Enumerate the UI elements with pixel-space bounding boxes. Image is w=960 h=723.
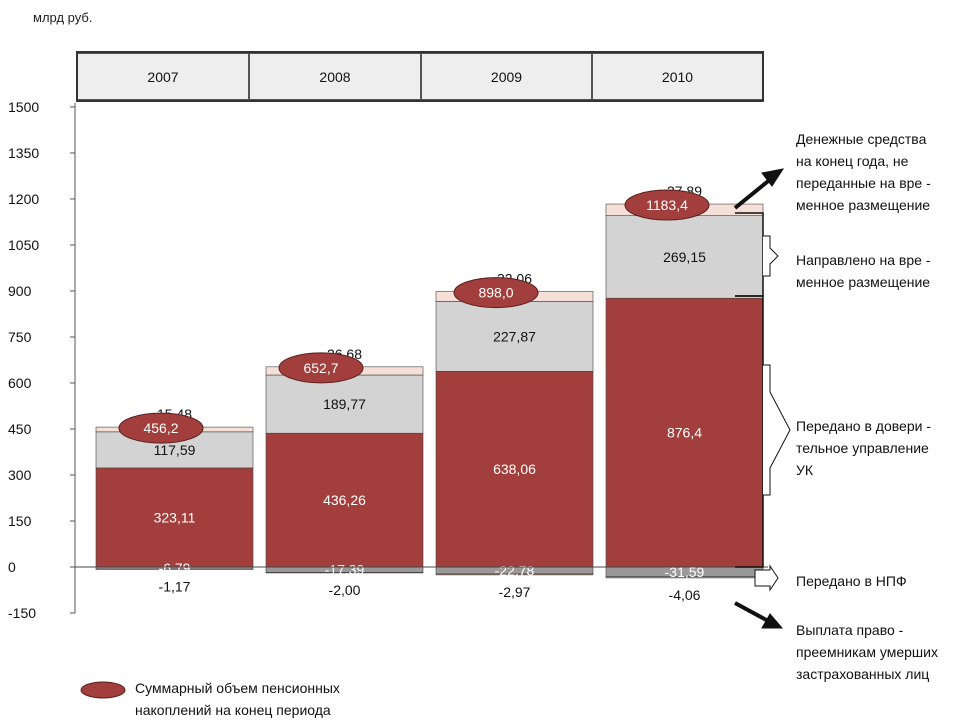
annotation-cash-line: менное размещение xyxy=(796,197,931,213)
annotation-npf: Передано в НПФ xyxy=(796,570,907,592)
year-header-cell xyxy=(249,53,421,100)
annotation-trust-line: УК xyxy=(796,462,814,478)
bar-segment xyxy=(435,301,594,372)
data-label: -1,17 xyxy=(159,578,191,594)
bar-segment xyxy=(435,371,594,568)
data-label: 117,59 xyxy=(154,442,196,458)
data-label: 189,77 xyxy=(323,396,366,412)
arrow-payout-head xyxy=(761,613,784,629)
arrow-cash-head xyxy=(761,168,785,187)
annotation-trust-line: тельное управление xyxy=(796,440,929,456)
annotation-cash-line: Денежные средства xyxy=(796,131,927,147)
bar-segment xyxy=(265,572,424,574)
annotation-temp: Направлено на вре - менное размещение xyxy=(796,249,931,293)
unit-label: млрд руб. xyxy=(33,10,92,25)
total-label: 1183,4 xyxy=(646,197,688,213)
bar-segment xyxy=(265,374,424,434)
y-tick-label: 750 xyxy=(8,329,32,345)
legend-caption-line: Суммарный объем пенсионных xyxy=(135,680,340,696)
bar-segment xyxy=(435,573,594,576)
data-label: -17,39 xyxy=(325,562,365,578)
y-tick-label: 300 xyxy=(8,467,32,483)
bar-segment xyxy=(605,215,764,299)
y-tick-label: 1050 xyxy=(8,237,39,253)
data-label: -6,79 xyxy=(159,560,191,576)
data-label: -2,97 xyxy=(499,584,531,600)
y-tick-label: 1500 xyxy=(8,99,39,115)
annotation-payout: Выплата право - преемникам умерших застр… xyxy=(796,619,938,685)
bracket-trust-arrow xyxy=(763,364,791,496)
bar-segment xyxy=(95,467,254,568)
arrow-npf xyxy=(754,564,779,592)
total-label: 456,2 xyxy=(143,420,178,436)
annotation-trust: Передано в довери - тельное управление У… xyxy=(796,415,931,481)
annotation-trust-line: Передано в довери - xyxy=(796,418,931,434)
data-label: 638,06 xyxy=(493,461,536,477)
data-label: 876,4 xyxy=(667,425,702,441)
annotation-payout-line: Выплата право - xyxy=(796,622,904,638)
annotation-npf-line: Передано в НПФ xyxy=(796,573,907,589)
bar-segment xyxy=(605,297,764,568)
data-label: -4,06 xyxy=(669,587,701,603)
year-header-label: 2007 xyxy=(147,69,178,85)
data-label: -31,59 xyxy=(665,564,705,580)
data-label: 227,87 xyxy=(493,328,536,344)
data-label: 323,11 xyxy=(154,509,196,525)
annotation-temp-line: Направлено на вре - xyxy=(796,252,931,268)
data-label: -2,00 xyxy=(329,582,361,598)
total-label: 652,7 xyxy=(303,360,338,376)
arrow-payout-shaft xyxy=(734,601,771,624)
year-header-border xyxy=(76,51,764,102)
data-label: -22,78 xyxy=(495,562,535,578)
data-label: 269,15 xyxy=(663,249,706,265)
total-ellipse xyxy=(118,412,204,444)
year-header-cell xyxy=(77,53,249,100)
y-tick-label: -150 xyxy=(8,605,36,621)
annotation-temp-line: менное размещение xyxy=(796,274,931,290)
year-header-label: 2008 xyxy=(319,69,350,85)
total-ellipse xyxy=(453,277,539,309)
y-tick-label: 450 xyxy=(8,421,32,437)
y-tick-label: 150 xyxy=(8,513,32,529)
y-tick-label: 900 xyxy=(8,283,32,299)
bracket-temp-arrow xyxy=(763,235,779,277)
arrow-cash-shaft xyxy=(733,176,774,210)
y-tick-label: 600 xyxy=(8,375,32,391)
y-tick-label: 1200 xyxy=(8,191,39,207)
year-header-label: 2010 xyxy=(662,69,693,85)
legend-caption: Суммарный объем пенсионных накоплений на… xyxy=(135,677,340,721)
legend-caption-line: накоплений на конец периода xyxy=(135,702,331,718)
year-header-cell xyxy=(592,53,763,100)
annotation-cash: Денежные средства на конец года, не пере… xyxy=(796,128,931,216)
year-header-label: 2009 xyxy=(491,69,522,85)
annotation-cash-line: переданные на вре - xyxy=(796,175,931,191)
y-tick-label: 0 xyxy=(8,559,16,575)
year-header-cell xyxy=(421,53,592,100)
data-label: 436,26 xyxy=(323,492,366,508)
y-tick-label: 1350 xyxy=(8,145,39,161)
annotation-cash-line: на конец года, не xyxy=(796,153,909,169)
annotation-payout-line: застрахованных лиц xyxy=(796,666,930,682)
annotation-payout-line: преемникам умерших xyxy=(796,644,938,660)
total-ellipse xyxy=(624,189,710,221)
legend-ellipse xyxy=(80,681,126,699)
total-ellipse xyxy=(278,352,364,384)
total-label: 898,0 xyxy=(478,285,513,301)
